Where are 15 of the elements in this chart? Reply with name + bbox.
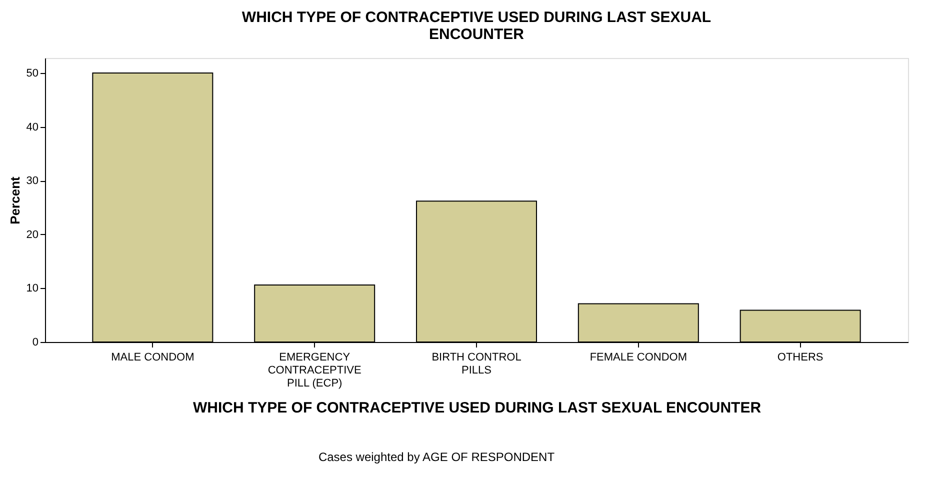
x-tick-label: FEMALE CONDOM — [590, 352, 688, 364]
chart-title: WHICH TYPE OF CONTRACEPTIVE USED DURING LAST SEXUAL ENCOUNTER — [242, 9, 712, 43]
x-tick-label: EMERGENCY CONTRACEPTIVE PILL (ECP) — [268, 352, 362, 390]
y-tick-label: 30 — [26, 175, 38, 188]
y-tick-label: 10 — [26, 282, 38, 295]
y-tick-label: 50 — [26, 68, 38, 80]
x-tick-label: MALE CONDOM — [111, 352, 194, 364]
y-axis-title: Percent — [7, 176, 22, 224]
text: Cases weighted by AGE OF RESPONDENT — [318, 450, 556, 464]
y-tick-label: 40 — [26, 121, 38, 134]
y-tick-label: 0 — [32, 336, 38, 348]
x-axis-title: WHICH TYPE OF CONTRACEPTIVE USED DURING LAST SEXUAL ENCOUNTER — [192, 400, 762, 416]
y-tick-label: 20 — [26, 228, 38, 241]
x-tick-label: BIRTH CONTROL PILLS — [432, 352, 522, 376]
x-tick-label: OTHERS — [777, 352, 824, 364]
